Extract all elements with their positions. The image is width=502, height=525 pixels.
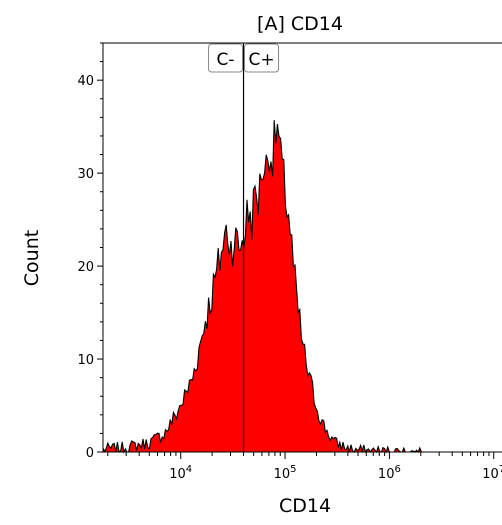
- y-tick-label: 0: [86, 446, 94, 461]
- gate-negative-box[interactable]: [208, 43, 244, 73]
- gate-negative-label: C-: [217, 50, 235, 70]
- y-tick-label: 10: [77, 353, 94, 368]
- histogram-fill: [103, 120, 502, 452]
- x-axis-label: CD14: [279, 495, 331, 517]
- x-tick-label: 104: [169, 464, 192, 482]
- x-axis-ticks: 104 105 106 107: [107, 452, 502, 482]
- y-tick-label: 40: [77, 74, 94, 89]
- x-tick-label: 105: [274, 464, 297, 482]
- gate-positive-box[interactable]: [244, 43, 280, 73]
- gate-labels: C- C+: [208, 43, 280, 73]
- y-axis-label: Count: [21, 230, 43, 286]
- x-tick-label: 107: [482, 464, 502, 482]
- y-tick-label: 20: [77, 260, 94, 275]
- y-axis-ticks: 0 10 20 30 40: [77, 42, 103, 461]
- chart-title: [A] CD14: [257, 13, 343, 35]
- plot-area: [102, 120, 502, 454]
- x-tick-label: 106: [378, 464, 401, 482]
- gate-positive-label: C+: [248, 50, 274, 70]
- y-tick-label: 30: [77, 167, 94, 182]
